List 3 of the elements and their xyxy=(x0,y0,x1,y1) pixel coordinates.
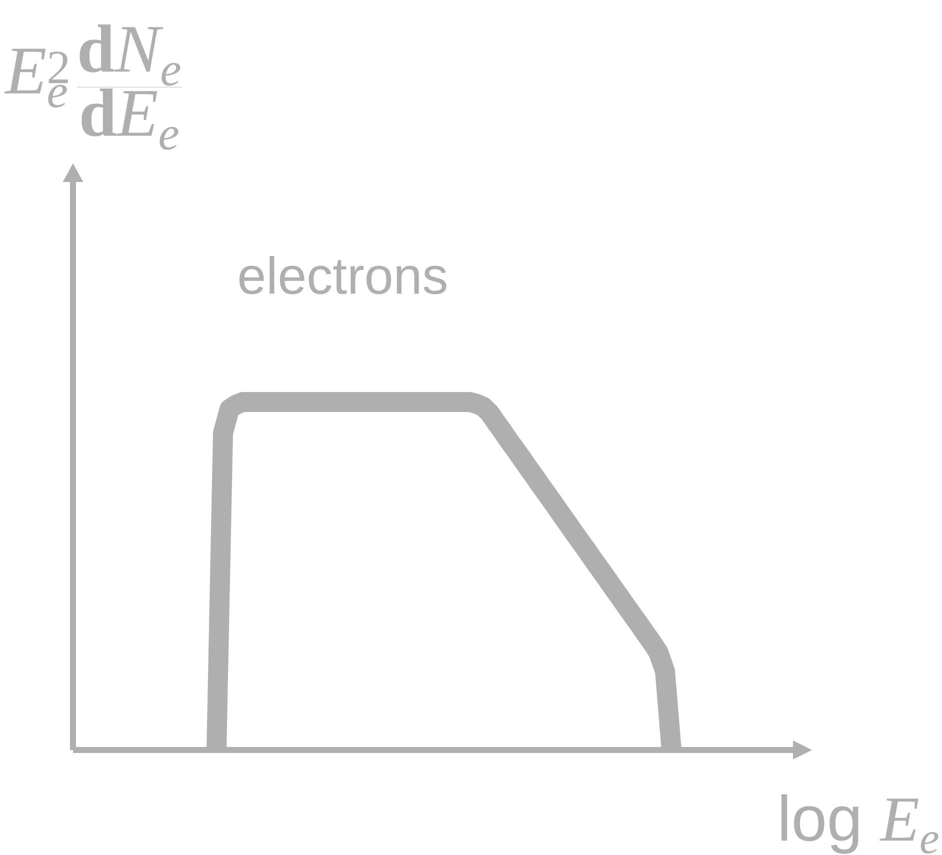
text: $E_e^2\,\frac{\mathrm{d}N_e}{\mathrm{d}E_e}$ xyxy=(4,24,182,150)
text: $\mathsf{log}\ E_e$ xyxy=(781,794,938,854)
text: electrons xyxy=(239,256,446,294)
